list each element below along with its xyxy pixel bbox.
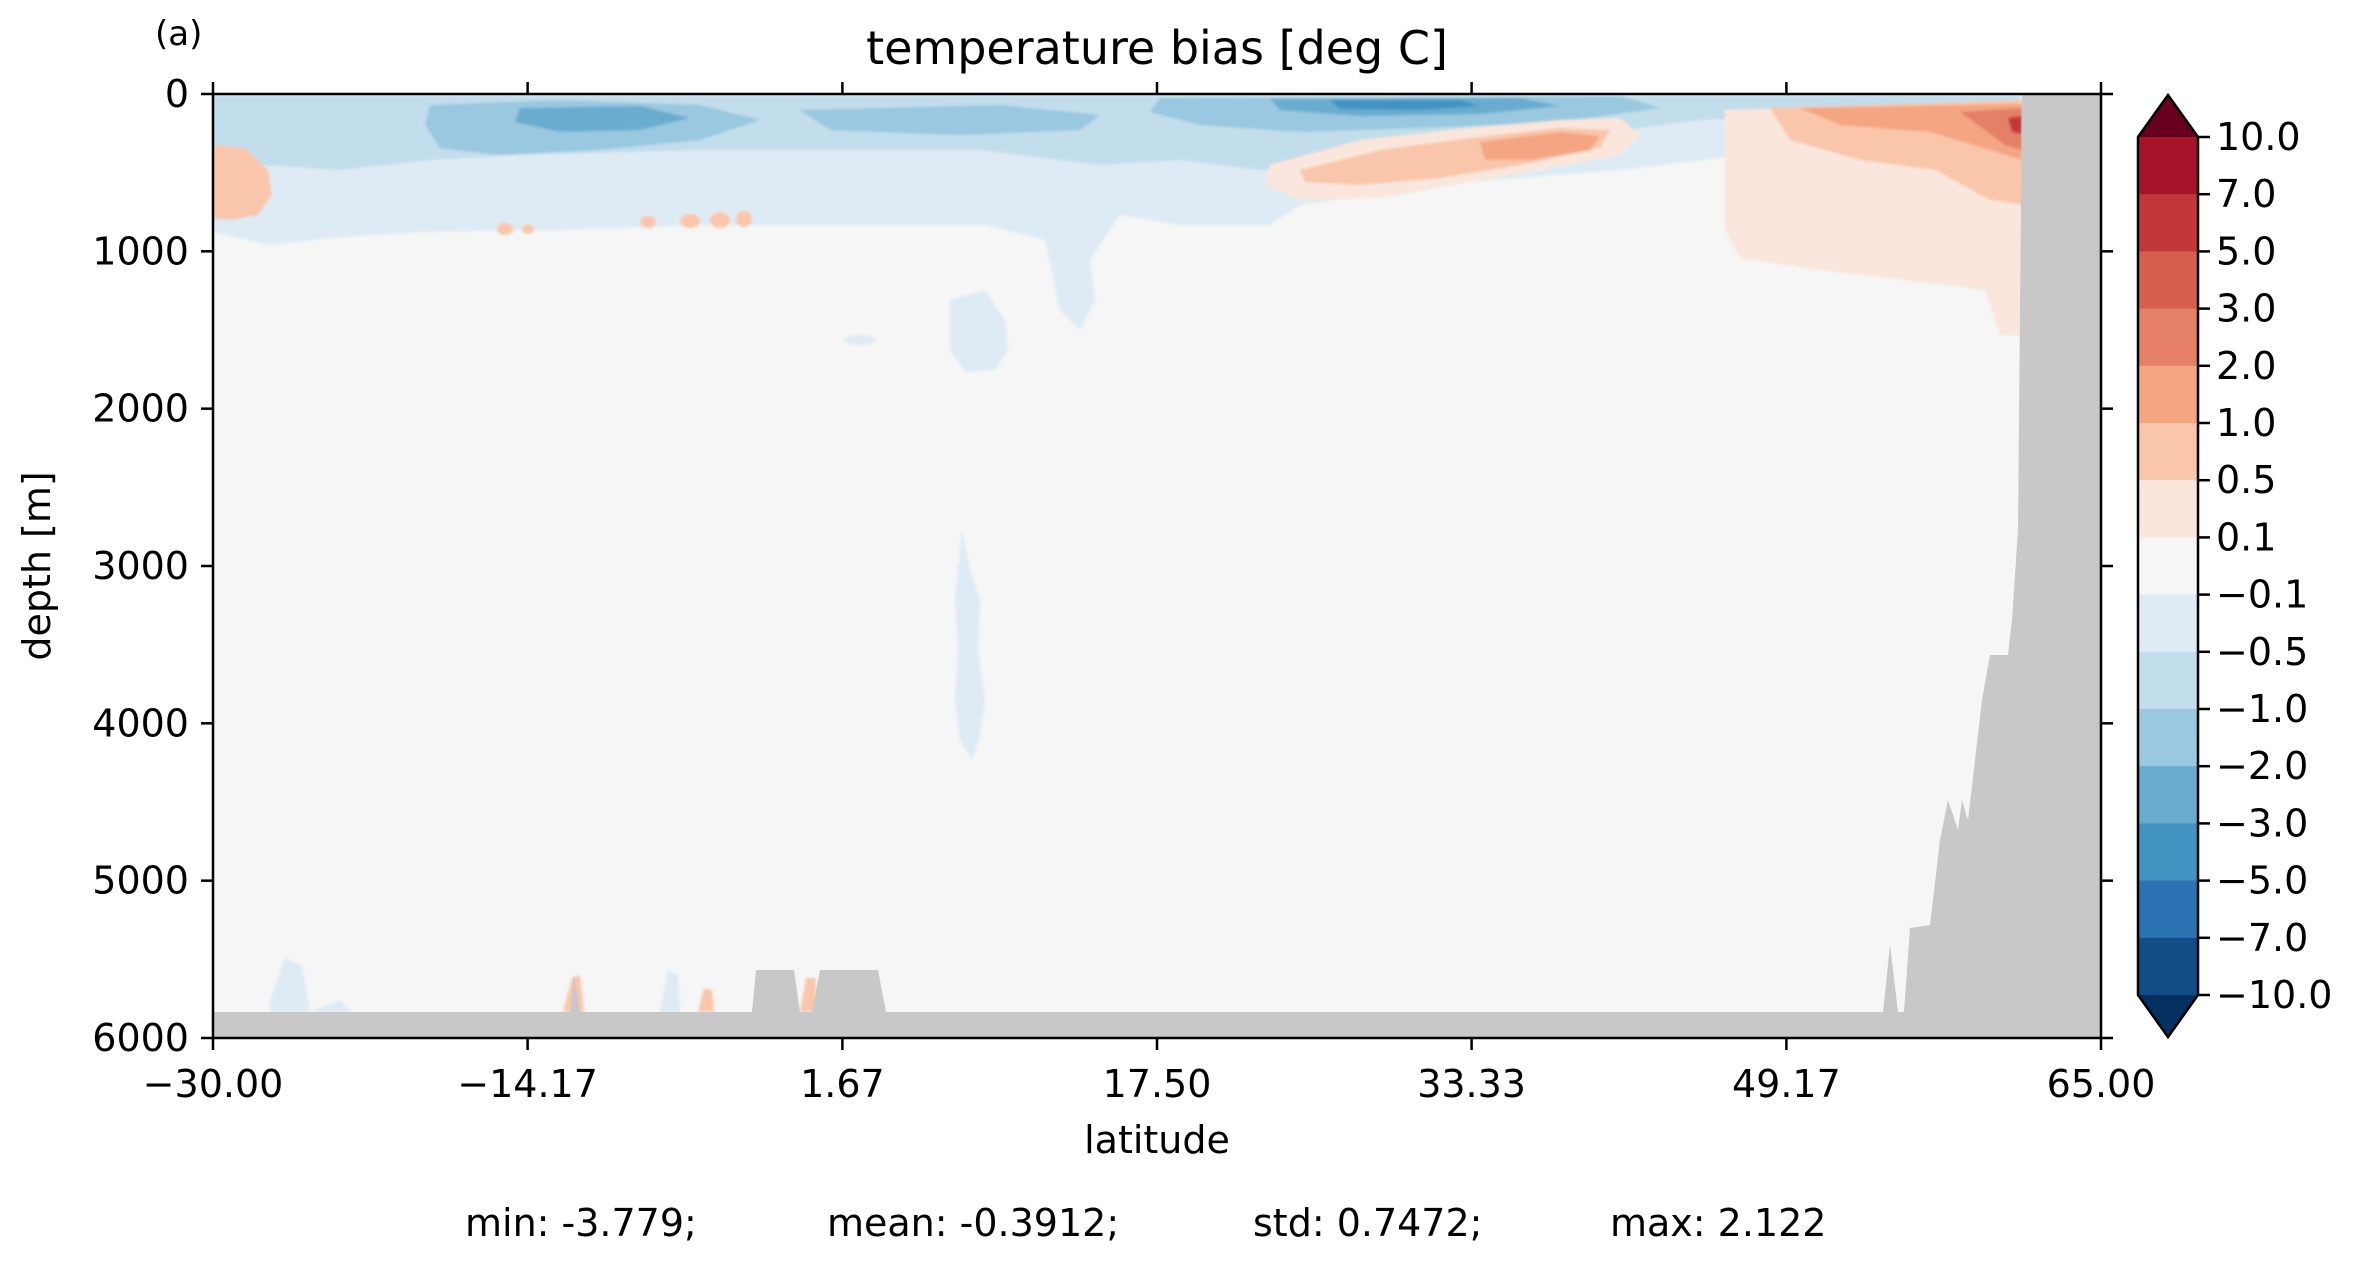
y-tick-label: 3000 — [92, 544, 189, 588]
contour-negative-max — [1330, 100, 1480, 110]
colorbar-extend-min — [2138, 995, 2198, 1037]
contour-positive-wiggle — [640, 216, 656, 228]
colorbar-tick-label: 10.0 — [2216, 115, 2301, 159]
x-axis-label: latitude — [1084, 1118, 1230, 1162]
y-axis-label: depth [m] — [15, 471, 59, 660]
colorbar-segment — [2138, 365, 2198, 424]
contour-mid-weak-negative — [950, 290, 1008, 372]
colorbar-tick-label: 1.0 — [2216, 401, 2276, 445]
colorbar-segment — [2138, 423, 2198, 481]
stat-std: std: 0.7472; — [1253, 1201, 1482, 1245]
colorbar-segment — [2138, 480, 2198, 538]
contour-negative-wiggle — [844, 335, 876, 345]
colorbar-segment — [2138, 137, 2198, 195]
x-tick-label: 1.67 — [800, 1062, 885, 1106]
colorbar: 10.0 7.0 5.0 3.0 2.0 1.0 0.5 0.1 −0.1 −0.5 −1.0 −2.… — [2136, 92, 2332, 1040]
x-tick-label: 17.50 — [1103, 1062, 1212, 1106]
contour-positive-tongue-core — [1480, 132, 1600, 160]
colorbar-tick-label: 5.0 — [2216, 229, 2276, 273]
contour-positive-wiggle — [680, 214, 700, 228]
contour-bottom-negative-west — [270, 958, 352, 1012]
plot-area — [213, 94, 2101, 1038]
y-tick-label: 4000 — [92, 701, 189, 745]
colorbar-tick-label: 7.0 — [2216, 172, 2276, 216]
contour-positive-wiggle — [736, 211, 752, 227]
colorbar-tick-label: 0.1 — [2216, 515, 2276, 559]
colorbar-tick-label: −7.0 — [2216, 916, 2308, 960]
colorbar-segment — [2138, 194, 2198, 252]
panel-label: (a) — [155, 14, 202, 54]
colorbar-segment — [2138, 766, 2198, 824]
contour-negative-strong-west — [515, 106, 690, 132]
x-tick-label: 33.33 — [1417, 1062, 1526, 1106]
colorbar-segment — [2138, 709, 2198, 767]
colorbar-segment — [2138, 537, 2198, 596]
stat-min: min: -3.779; — [465, 1201, 697, 1245]
stat-max: max: 2.122 — [1610, 1201, 1826, 1245]
land-mask-bottom — [213, 94, 2101, 1038]
contour-positive-north-core — [1800, 104, 2022, 160]
colorbar-segment — [2138, 308, 2198, 367]
contour-bottom-negative — [660, 970, 680, 1012]
colorbar-segment — [2138, 880, 2198, 939]
x-tick-label: 65.00 — [2047, 1062, 2156, 1106]
contour-positive-wiggle — [710, 212, 730, 228]
contour-positive-wiggle — [522, 224, 534, 234]
contour-bottom-positive — [800, 978, 816, 1012]
contour-negative-core-central — [800, 105, 1100, 135]
colorbar-tick-label: −3.0 — [2216, 801, 2308, 845]
colorbar-tick-label: −5.0 — [2216, 859, 2308, 903]
y-tick-label: 1000 — [92, 229, 189, 273]
colorbar-tick-label: −2.0 — [2216, 744, 2308, 788]
colorbar-segment — [2138, 823, 2198, 882]
y-axis: 0 1000 2000 3000 4000 5000 6000 — [92, 72, 2113, 1060]
stats-line: min: -3.779; mean: -0.3912; std: 0.7472;… — [465, 1201, 1826, 1245]
contour-positive-north-max — [1960, 108, 2022, 150]
colorbar-tick-label: −1.0 — [2216, 687, 2308, 731]
contour-abyssal-weak-negative — [955, 530, 985, 760]
contour-positive-wiggle — [497, 223, 513, 235]
colorbar-tick-label: 0.5 — [2216, 458, 2276, 502]
colorbar-segment — [2138, 937, 2198, 996]
contour-positive-north-peak — [2008, 116, 2022, 134]
y-tick-label: 2000 — [92, 387, 189, 431]
x-axis: −30.00 −14.17 1.67 17.50 33.33 49.17 65.00 — [143, 82, 2156, 1106]
x-tick-label: 49.17 — [1732, 1062, 1841, 1106]
contour-bottom-positive — [698, 988, 714, 1012]
x-tick-label: −30.00 — [143, 1062, 284, 1106]
colorbar-segment — [2138, 651, 2198, 710]
colorbar-segment — [2138, 594, 2198, 653]
contour-positive-west — [213, 145, 272, 220]
y-tick-label: 6000 — [92, 1016, 189, 1060]
colorbar-tick-label: −0.5 — [2216, 630, 2308, 674]
colorbar-tick-label: −0.1 — [2216, 573, 2308, 617]
x-tick-label: −14.17 — [457, 1062, 598, 1106]
colorbar-tick-label: −10.0 — [2216, 973, 2332, 1017]
bias-contours — [213, 94, 2030, 1012]
stat-mean: mean: -0.3912; — [827, 1201, 1119, 1245]
colorbar-segment — [2138, 251, 2198, 310]
y-tick-label: 0 — [165, 72, 189, 116]
colorbar-tick-label: 3.0 — [2216, 287, 2276, 331]
chart-title: temperature bias [deg C] — [866, 21, 1448, 75]
colorbar-tick-label: 2.0 — [2216, 344, 2276, 388]
y-tick-label: 5000 — [92, 859, 189, 903]
colorbar-extend-max — [2138, 95, 2198, 137]
